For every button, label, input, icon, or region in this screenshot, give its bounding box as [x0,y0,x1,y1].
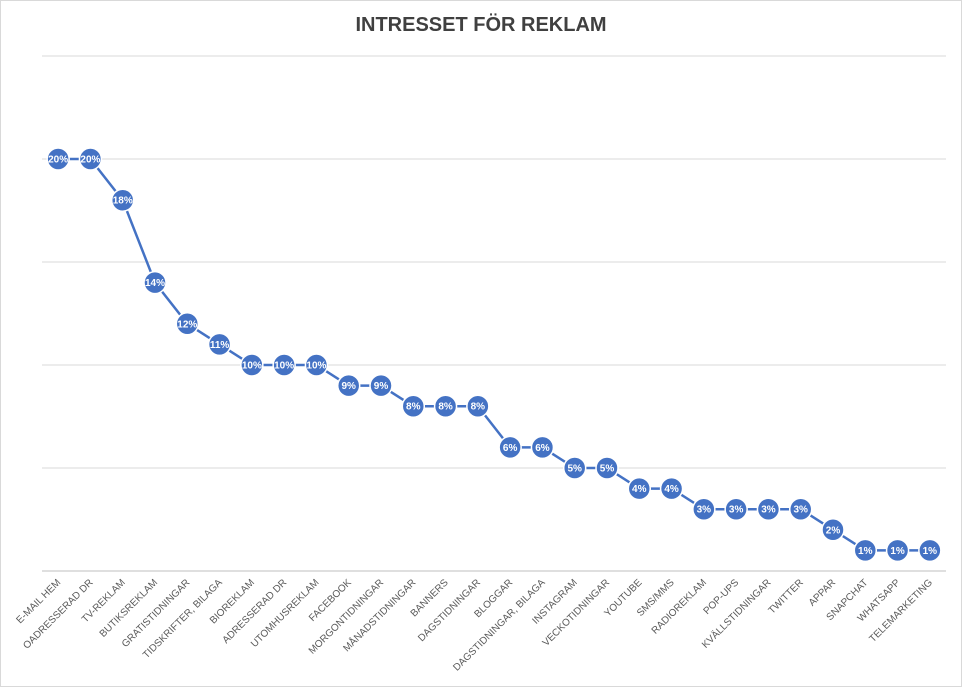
data-label: 11% [210,340,230,351]
data-point [46,147,70,171]
data-label: 5% [567,464,582,475]
data-label: 1% [858,546,873,557]
x-tick-label: APPAR [807,577,838,608]
data-label: 3% [793,505,808,516]
data-label: 6% [503,443,518,454]
data-point [530,435,555,460]
data-label: 12% [177,319,197,330]
data-point [627,476,652,501]
data-point [595,456,619,480]
data-label: 10% [306,361,326,372]
data-label: 10% [274,361,294,372]
data-point [466,394,490,418]
data-point [240,353,264,377]
data-point [692,497,716,521]
data-point [304,353,329,377]
x-tick-label: TELEMARKETING [867,577,935,645]
data-point [562,456,587,480]
data-label: 8% [471,402,486,413]
gridlines [42,55,946,572]
data-point [756,497,781,521]
series-line [58,157,930,552]
data-point [369,373,393,398]
data-point [272,353,296,377]
data-point [207,332,232,357]
data-point [498,435,522,460]
data-label: 9% [341,381,356,392]
data-point [175,312,200,336]
data-point [143,270,167,295]
data-label: 3% [729,505,744,516]
data-label: 5% [600,464,615,475]
data-label: 1% [923,546,938,557]
data-point [788,497,813,521]
data-label: 3% [697,505,712,516]
data-label: 4% [632,484,647,495]
chart-title: INTRESSET FÖR REKLAM [355,14,607,36]
x-tick-label: RADIOREKLAM [650,577,709,636]
data-label: 9% [374,381,389,392]
data-point [918,538,942,563]
data-point [401,394,426,418]
data-point [853,538,878,563]
data-label: 6% [535,443,550,454]
data-point [336,373,361,398]
x-tick-label: TWITTER [767,577,806,616]
data-points: 20% 20% 18% 14% 12% 11% 10% 10% 10% 9% 9% 8% 8% 8% 6% 6… [46,147,942,563]
data-label: 10% [242,361,262,372]
data-point [78,147,103,171]
x-tick-label: BUTIKSREKLAM [98,577,160,639]
data-label: 2% [826,525,841,536]
data-point [724,497,748,521]
data-label: 20% [80,155,100,166]
data-point [885,538,910,563]
data-point [110,188,135,212]
data-label: 4% [664,484,679,495]
data-label: 20% [48,155,68,166]
series-line-group [58,157,930,552]
data-label: 14% [145,278,165,289]
data-point [659,476,684,501]
data-label: 3% [761,505,776,516]
data-label: 1% [890,546,905,557]
data-point [821,518,845,542]
data-label: 8% [406,402,421,413]
data-point [433,394,458,418]
data-label: 8% [438,402,453,413]
data-label: 18% [113,196,133,207]
